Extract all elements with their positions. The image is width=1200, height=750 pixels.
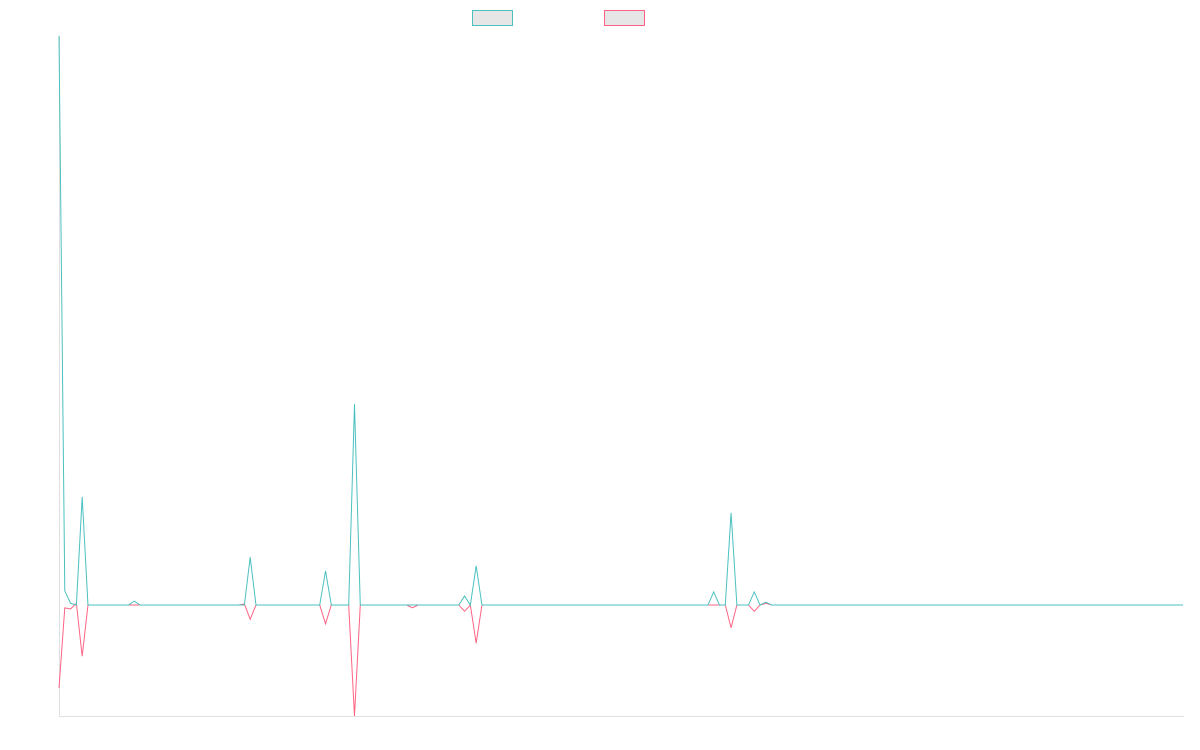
legend-swatch[interactable] (472, 10, 513, 26)
series-line (58, 35, 1183, 607)
legend-swatch[interactable] (604, 10, 645, 26)
series-line (58, 602, 1183, 717)
